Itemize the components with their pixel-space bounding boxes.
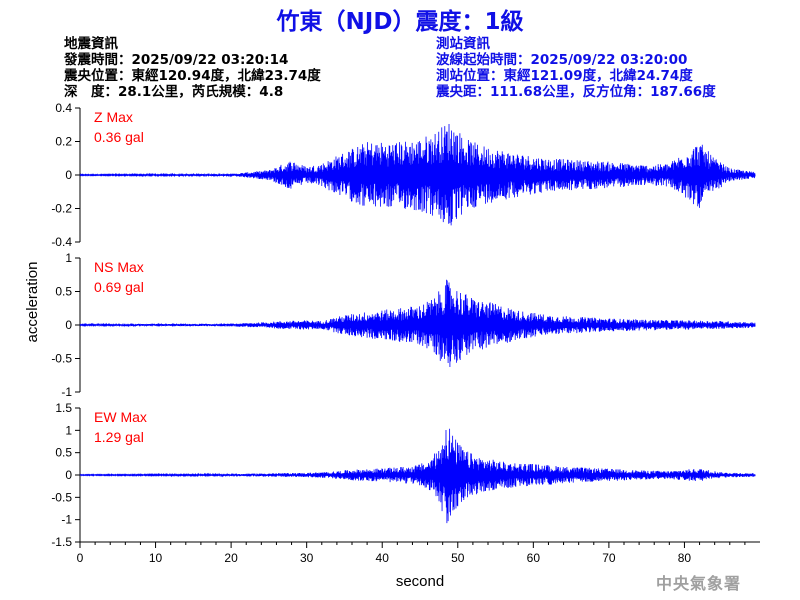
x-tick-label: 0	[77, 551, 84, 565]
y-tick-label-ew: -1	[61, 513, 72, 527]
origin-time: 發震時間：2025/09/22 03:20:14	[64, 52, 289, 68]
chart-title: 竹東（NJD）震度：1級	[276, 9, 524, 35]
y-tick-label-ew: 1.5	[55, 401, 72, 415]
max-label-z: Z Max	[94, 109, 133, 125]
x-tick-label: 30	[300, 551, 314, 565]
x-tick-label: 40	[376, 551, 390, 565]
trace-z	[79, 123, 756, 226]
epicenter-location: 震央位置：東經120.94度，北緯23.74度	[64, 68, 321, 84]
y-tick-label-ew: 0	[65, 468, 72, 482]
max-value-ew: 1.29 gal	[94, 429, 144, 445]
watermark: 中央氣象署	[656, 574, 742, 593]
epicentral-distance: 震央距：111.68公里，反方位角：187.66度	[436, 84, 716, 100]
depth-magnitude: 深 度：28.1公里，芮氏規模：4.8	[64, 84, 284, 100]
y-tick-label-ns: -0.5	[51, 352, 72, 366]
y-tick-label-ew: -0.5	[51, 490, 72, 504]
max-label-ew: EW Max	[94, 409, 147, 425]
x-tick-label: 80	[678, 551, 692, 565]
y-axis-title: acceleration	[24, 262, 41, 343]
x-axis-title: second	[396, 573, 444, 590]
y-tick-label-ew: -1.5	[51, 535, 72, 549]
y-tick-label-ns: 0	[65, 318, 72, 332]
trace-ns	[79, 279, 756, 368]
y-tick-label-z: 0.4	[55, 101, 72, 115]
max-label-ns: NS Max	[94, 259, 144, 275]
station-info-block: 測站資訊 波線起始時間：2025/09/22 03:20:00 測站位置：東經1…	[436, 36, 716, 100]
station-info-header: 測站資訊	[436, 36, 490, 52]
y-tick-label-z: 0.2	[55, 135, 72, 149]
y-tick-label-ns: 1	[65, 251, 72, 265]
y-tick-label-ns: -1	[61, 385, 72, 399]
x-tick-label: 60	[527, 551, 541, 565]
x-tick-label: 20	[224, 551, 238, 565]
y-tick-label-z: -0.2	[51, 202, 72, 216]
y-tick-label-ew: 1	[65, 423, 72, 437]
y-tick-label-z: -0.4	[51, 235, 72, 249]
y-tick-label-ew: 0.5	[55, 446, 72, 460]
y-tick-label-z: 0	[65, 168, 72, 182]
y-tick-label-ns: 0.5	[55, 285, 72, 299]
wave-start-time: 波線起始時間：2025/09/22 03:20:00	[436, 52, 688, 68]
earthquake-info-block: 地震資訊 發震時間：2025/09/22 03:20:14 震央位置：東經120…	[64, 36, 321, 100]
trace-ew	[79, 428, 756, 524]
x-tick-label: 10	[149, 551, 163, 565]
station-location: 測站位置：東經121.09度，北緯24.74度	[436, 68, 693, 84]
earthquake-info-header: 地震資訊	[64, 36, 118, 52]
max-value-ns: 0.69 gal	[94, 279, 144, 295]
x-tick-label: 70	[602, 551, 616, 565]
max-value-z: 0.36 gal	[94, 129, 144, 145]
x-tick-label: 50	[451, 551, 465, 565]
